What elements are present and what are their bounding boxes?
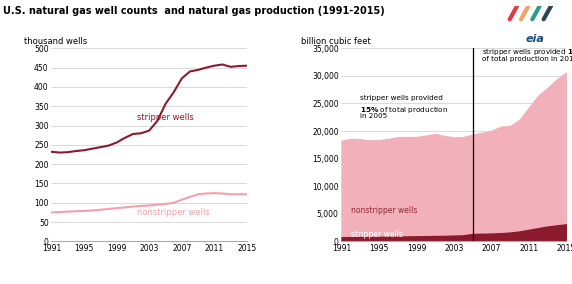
Text: stripper wells: stripper wells [137, 113, 194, 122]
Text: U.S. natural gas well counts  and natural gas production (1991-2015): U.S. natural gas well counts and natural… [3, 6, 384, 16]
Text: stripper wells provided: stripper wells provided [360, 95, 443, 101]
Text: $\bf{15\%}$ of total production: $\bf{15\%}$ of total production [360, 105, 448, 114]
Text: stripper wells provided $\bf{11\%}$: stripper wells provided $\bf{11\%}$ [482, 47, 572, 57]
Text: of total production in 2015: of total production in 2015 [482, 56, 572, 62]
Text: nonstripper wells: nonstripper wells [137, 208, 210, 217]
Text: in 2005: in 2005 [360, 113, 387, 119]
Text: billion cubic feet: billion cubic feet [301, 37, 371, 46]
Text: thousand wells: thousand wells [24, 37, 88, 46]
Text: nonstripper wells: nonstripper wells [351, 206, 417, 215]
Text: stripper wells: stripper wells [351, 230, 403, 239]
Text: eia: eia [526, 34, 544, 44]
